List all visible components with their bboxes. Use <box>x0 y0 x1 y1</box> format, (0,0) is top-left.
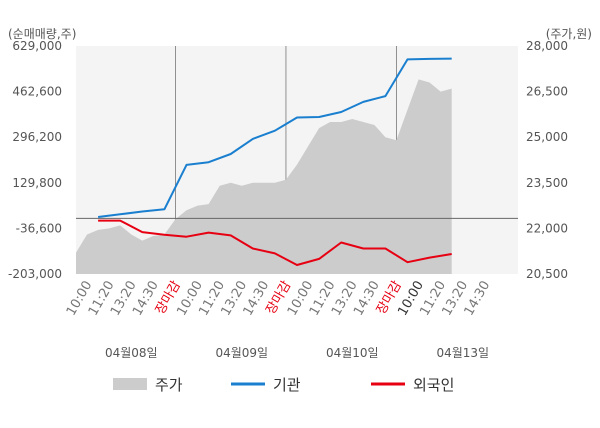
right-tick-label: 22,000 <box>526 221 568 235</box>
legend-label: 주가 <box>155 376 183 394</box>
left-tick-label: -203,000 <box>8 267 62 281</box>
date-label: 04월13일 <box>436 346 489 360</box>
price-area-series <box>76 79 452 275</box>
right-axis-ticks: 28,000 26,500 25,000 23,500 22,000 20,500 <box>526 39 568 281</box>
foreign-line <box>98 219 452 266</box>
legend: 주가 기관 외국인 <box>113 376 454 394</box>
x-axis-labels: 10:0011:2013:2014:30장마감10:0011:2013:2014… <box>64 278 494 318</box>
date-label: 04월09일 <box>215 346 268 360</box>
date-label: 04월10일 <box>326 346 379 360</box>
institution-line <box>97 57 452 218</box>
left-tick-label: 296,200 <box>12 130 62 144</box>
legend-swatch-price <box>113 378 147 390</box>
left-axis-label: (순매매량,주) <box>8 27 76 41</box>
right-tick-label: 25,000 <box>526 130 568 144</box>
right-tick-label: 26,500 <box>526 85 568 99</box>
legend-label: 외국인 <box>413 376 454 394</box>
right-axis-label: (주가,원) <box>546 27 592 41</box>
date-labels: 04월08일 04월09일 04월10일 04월13일 <box>105 346 489 360</box>
left-axis-ticks: 629,000 462,600 296,200 129,800 -36,600 -203,… <box>8 39 62 281</box>
right-tick-label: 28,000 <box>526 39 568 53</box>
right-tick-label: 23,500 <box>526 176 568 190</box>
price-area <box>76 79 452 275</box>
left-tick-label: 462,600 <box>12 85 62 99</box>
date-label: 04월08일 <box>105 346 158 360</box>
investor-line-series <box>97 57 452 266</box>
left-tick-label: -36,600 <box>16 221 62 235</box>
left-tick-label: 629,000 <box>12 39 62 53</box>
right-tick-label: 20,500 <box>526 267 568 281</box>
left-tick-label: 129,800 <box>12 176 62 190</box>
legend-label: 기관 <box>273 376 301 394</box>
